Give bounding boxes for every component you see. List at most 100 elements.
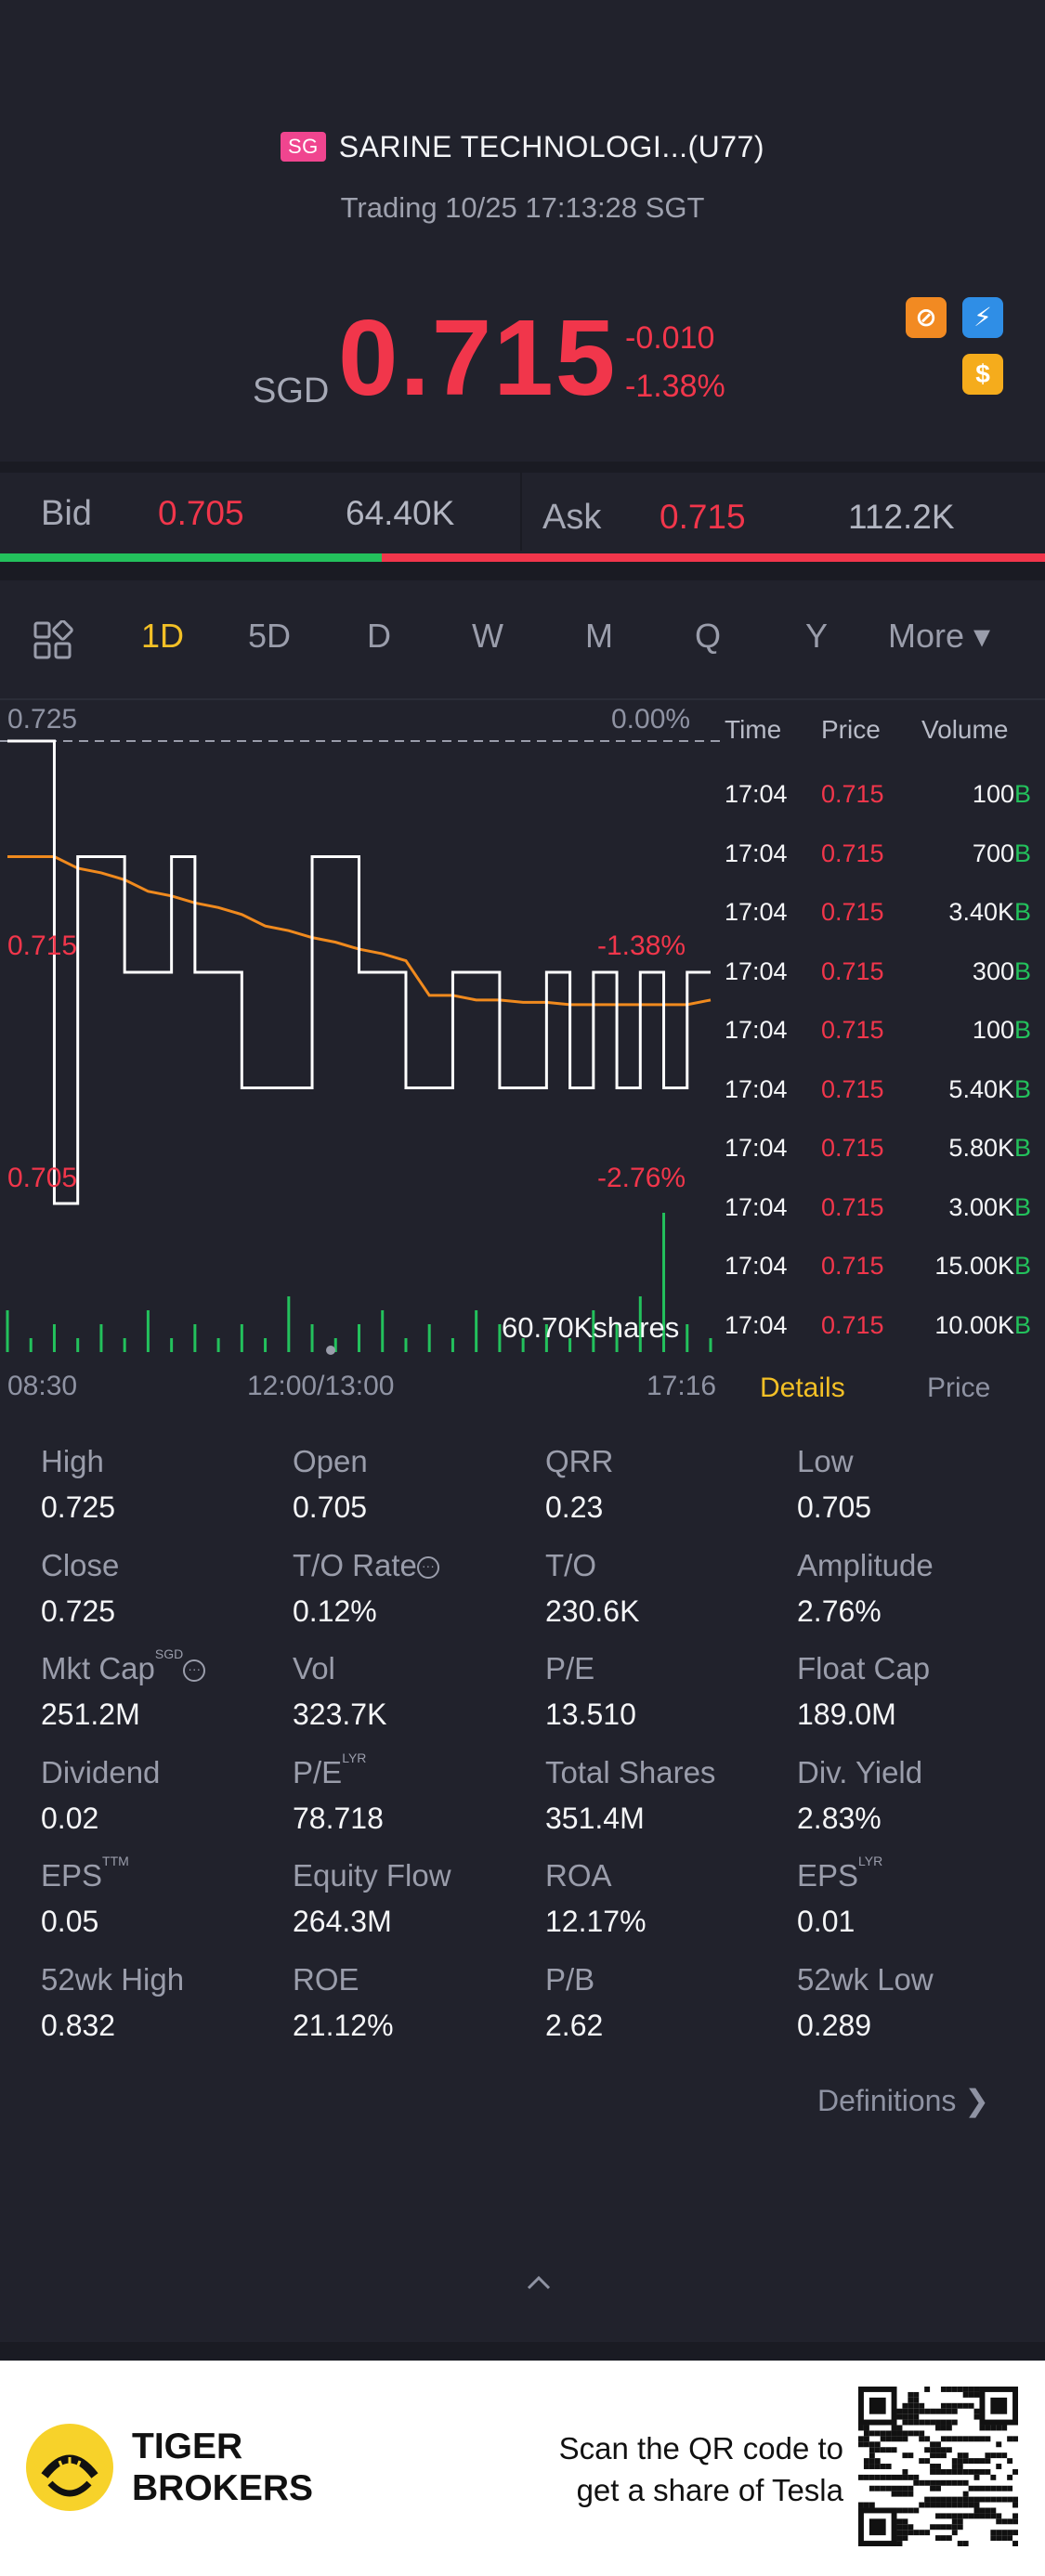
- subtab-details[interactable]: Details: [760, 1373, 845, 1403]
- stat-label: Low: [797, 1444, 854, 1479]
- volume-bar: [193, 1324, 197, 1352]
- divider: [0, 462, 1045, 473]
- tiger-logo-icon: [26, 2424, 113, 2511]
- stat-label-text: ROA: [545, 1858, 612, 1893]
- tab-1d[interactable]: 1D: [141, 617, 185, 655]
- trade-side-badge: B: [1013, 780, 1031, 808]
- stat-label: Equity Flow: [293, 1858, 451, 1893]
- trade-time: 17:04: [725, 839, 788, 867]
- volume-bar: [475, 1310, 478, 1352]
- trade-time: 17:04: [725, 1252, 788, 1280]
- stat-value: 0.832: [41, 2008, 116, 2042]
- trade-time: 17:04: [725, 780, 788, 808]
- tab-5d[interactable]: 5D: [248, 617, 292, 655]
- bid-price[interactable]: 0.705: [158, 494, 244, 532]
- stat-label: QRR: [545, 1444, 613, 1479]
- trade-price: 0.715: [821, 1192, 884, 1221]
- intraday-chart[interactable]: [0, 702, 720, 1366]
- y-axis-bottom-label: 0.705: [7, 1163, 78, 1193]
- trade-time: 17:04: [725, 898, 788, 926]
- volume-bar: [544, 1324, 548, 1352]
- stat-label: P/B: [545, 1962, 594, 1997]
- trade-volume: 5.40KB: [948, 1075, 1031, 1104]
- market-badge: SG: [280, 132, 326, 162]
- trade-price: 0.715: [821, 898, 884, 926]
- stat-value: 0.705: [797, 1490, 872, 1524]
- currency-label: SGD: [253, 371, 330, 410]
- stat-value: 2.62: [545, 2008, 604, 2042]
- info-icon[interactable]: ···: [183, 1659, 206, 1682]
- y-axis-top-label: 0.725: [7, 704, 78, 735]
- brand-line-1: TIGER: [132, 2426, 243, 2466]
- definitions-link[interactable]: Definitions ❯: [817, 2084, 990, 2117]
- stat-label-superscript: TTM: [102, 1854, 129, 1868]
- trade-side-badge: B: [1013, 1310, 1031, 1339]
- subtab-price[interactable]: Price: [927, 1373, 991, 1403]
- trade-side-badge: B: [1013, 1074, 1031, 1103]
- qr-code-icon[interactable]: [858, 2387, 1018, 2546]
- stat-value: 251.2M: [41, 1698, 140, 1731]
- price-change: -0.010 -1.38%: [625, 314, 725, 410]
- volume-bar: [6, 1310, 9, 1352]
- volume-bar: [52, 1324, 56, 1352]
- tab-q[interactable]: Q: [695, 617, 722, 655]
- bid-volume: 64.40K: [346, 494, 455, 532]
- trade-volume-value: 5.80K: [948, 1134, 1014, 1162]
- trade-price: 0.715: [821, 1074, 884, 1103]
- volume-bar: [146, 1310, 150, 1352]
- trades-header-price: Price: [821, 715, 881, 744]
- ask-price[interactable]: 0.715: [660, 498, 746, 536]
- flash-icon[interactable]: ⚡: [962, 297, 1003, 338]
- volume-bar: [709, 1338, 712, 1352]
- bid-ratio-bar: [0, 553, 382, 562]
- stat-label-text: QRR: [545, 1444, 614, 1478]
- tab-w[interactable]: W: [472, 617, 503, 655]
- trade-price: 0.715: [821, 1016, 884, 1044]
- tab-m[interactable]: M: [585, 617, 613, 655]
- chevron-up-icon[interactable]: [525, 2273, 553, 2292]
- stat-label-text: Float Cap: [797, 1651, 931, 1685]
- volume-bar: [638, 1296, 642, 1352]
- stat-label: Amplitude: [797, 1548, 934, 1583]
- stat-label-text: EPS: [41, 1858, 103, 1893]
- trade-side-badge: B: [1013, 1016, 1031, 1044]
- tab-y[interactable]: Y: [805, 617, 829, 655]
- stat-label-text: Low: [797, 1444, 854, 1478]
- trade-volume: 15.00KB: [934, 1252, 1031, 1281]
- stat-value: 323.7K: [293, 1698, 387, 1731]
- trading-status: Trading 10/25 17:13:28 SGT: [340, 191, 705, 224]
- stat-label: Div. Yield: [797, 1755, 922, 1790]
- info-icon[interactable]: ···: [416, 1555, 439, 1579]
- trade-time: 17:04: [725, 1310, 788, 1339]
- trade-volume: 300B: [973, 957, 1031, 986]
- stat-label: 52wk High: [41, 1962, 184, 1997]
- layout-grid-icon[interactable]: [33, 620, 73, 661]
- tab-d[interactable]: D: [367, 617, 391, 655]
- volume-bar: [592, 1310, 595, 1352]
- y-axis-mid-label: 0.715: [7, 930, 78, 961]
- no-short-sell-icon[interactable]: ⊘: [906, 297, 947, 338]
- promo-text-2: get a share of Tesla: [576, 2473, 843, 2507]
- volume-bar: [333, 1338, 337, 1352]
- volume-bar: [264, 1338, 268, 1352]
- trade-volume: 5.80KB: [948, 1134, 1031, 1163]
- stat-label: Open: [293, 1444, 368, 1479]
- trade-side-badge: B: [1013, 839, 1031, 867]
- change-value: -0.010: [625, 320, 715, 356]
- trade-volume-value: 15.00K: [934, 1252, 1014, 1280]
- stat-value: 0.725: [41, 1490, 116, 1524]
- promo-text-1: Scan the QR code to: [558, 2431, 843, 2465]
- stat-label: ROA: [545, 1858, 612, 1893]
- tab-more[interactable]: More ▾: [888, 617, 991, 655]
- stat-label-superscript: SGD: [154, 1646, 184, 1661]
- stat-label-text: Equity Flow: [293, 1858, 451, 1893]
- volume-bar: [99, 1324, 103, 1352]
- volume-bar: [170, 1338, 174, 1352]
- stat-value: 264.3M: [293, 1905, 392, 1938]
- stat-value: 21.12%: [293, 2008, 394, 2042]
- dollar-icon[interactable]: $: [962, 354, 1003, 395]
- stat-label-text: Mkt Cap: [41, 1651, 155, 1685]
- stat-value: 2.76%: [797, 1594, 882, 1628]
- trade-price: 0.715: [821, 1310, 884, 1339]
- trade-volume: 3.40KB: [948, 898, 1031, 927]
